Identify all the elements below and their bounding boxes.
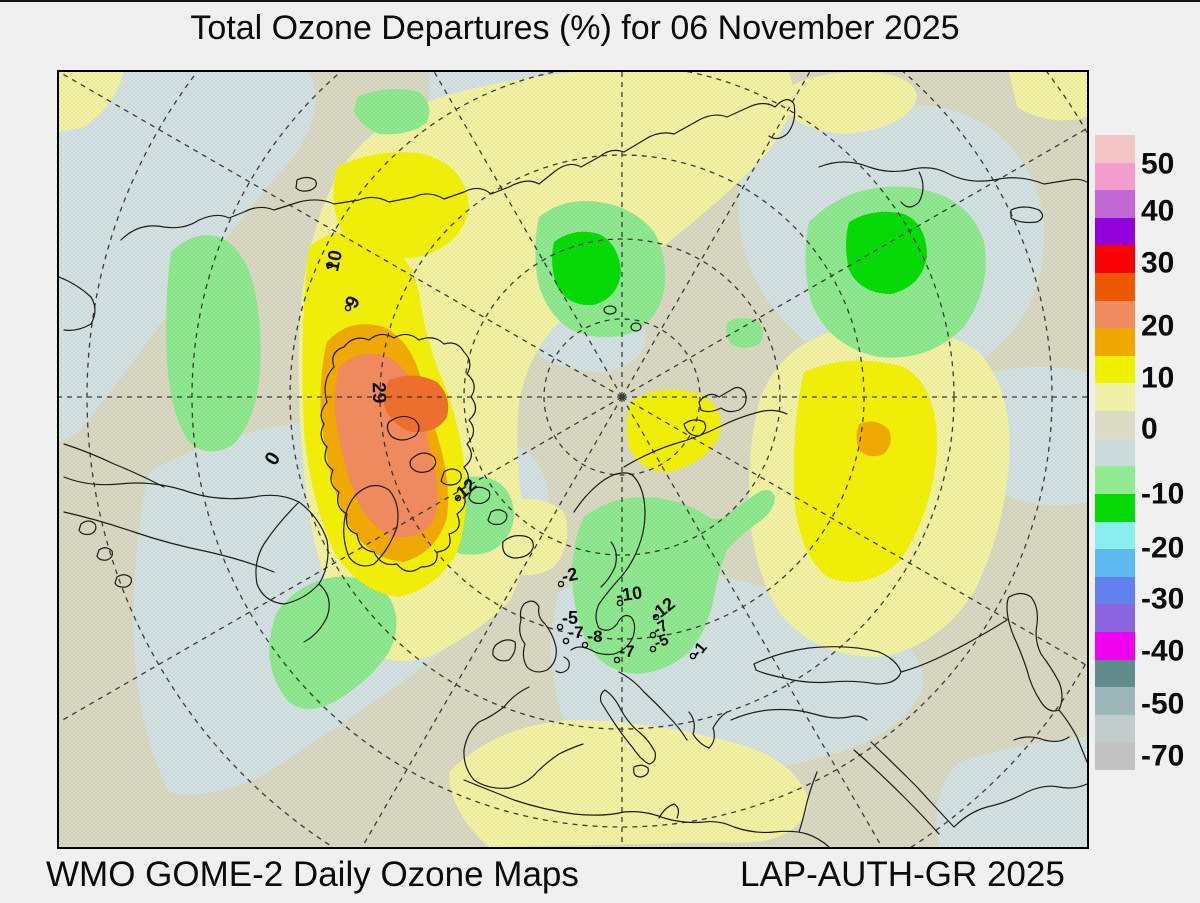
colorbar-segment xyxy=(1095,355,1135,384)
colorbar-tick: -50 xyxy=(1141,687,1185,721)
colorbar-segment xyxy=(1095,190,1135,218)
colorbar-segment xyxy=(1095,659,1135,688)
station-marker-icon xyxy=(613,656,621,664)
colorbar-segment xyxy=(1095,714,1135,743)
colorbar-segment xyxy=(1095,466,1135,494)
point-value-label: -8 xyxy=(587,627,602,646)
colorbar-segment xyxy=(1095,631,1135,660)
colorbar-tick: -30 xyxy=(1141,582,1185,616)
colorbar-tick: 0 xyxy=(1141,412,1158,446)
colorbar-tick: -10 xyxy=(1141,477,1185,511)
colorbar-tick: 20 xyxy=(1141,309,1175,343)
colorbar-tick: 30 xyxy=(1141,246,1175,280)
point-value-label: -5 xyxy=(562,608,578,628)
station-marker-icon xyxy=(326,261,334,269)
colorbar-tick: -40 xyxy=(1141,634,1185,668)
colorbar-segment xyxy=(1095,135,1135,163)
station-marker-icon xyxy=(649,645,657,653)
colorbar-segment xyxy=(1095,549,1135,577)
colorbar-segment xyxy=(1095,687,1135,715)
colorbar-tick: -70 xyxy=(1141,739,1185,773)
colorbar-segment xyxy=(1095,300,1135,329)
point-value-label: -2 xyxy=(560,564,580,587)
station-marker-icon xyxy=(556,623,564,631)
footer: WMO GOME-2 Daily Ozone Maps LAP-AUTH-GR … xyxy=(0,853,1200,901)
point-value-label: -7 xyxy=(568,623,583,642)
station-marker-icon xyxy=(616,599,624,607)
station-marker-icon xyxy=(649,631,657,639)
colorbar-tick: 50 xyxy=(1141,147,1175,181)
colorbar-segment xyxy=(1095,411,1135,439)
station-marker-icon xyxy=(344,304,352,312)
point-value-label: 29 xyxy=(368,382,390,404)
colorbar xyxy=(1095,135,1135,771)
point-value-label: 10 xyxy=(322,248,347,273)
polar-graticule xyxy=(59,72,1087,847)
station-marker-icon xyxy=(581,641,589,649)
point-value-label: -5 xyxy=(652,631,671,652)
station-marker-icon xyxy=(652,613,660,621)
colorbar-segment xyxy=(1095,162,1135,191)
colorbar-segment xyxy=(1095,521,1135,550)
colorbar-tick: 10 xyxy=(1141,361,1175,395)
colorbar-segment xyxy=(1095,245,1135,274)
colorbar-segment xyxy=(1095,604,1135,632)
station-marker-icon xyxy=(454,494,462,502)
colorbar-segment xyxy=(1095,742,1135,771)
station-marker-icon xyxy=(557,580,565,588)
station-marker-icon xyxy=(562,637,570,645)
colorbar-tick: -20 xyxy=(1141,531,1185,565)
page-title: Total Ozone Departures (%) for 06 Novemb… xyxy=(190,9,960,47)
colorbar-tick-labels: 50 40 30 20 10 0 -10 -20 -30 -40 -50 -70 xyxy=(1141,135,1200,773)
colorbar-segment xyxy=(1095,328,1135,356)
colorbar-segment xyxy=(1095,217,1135,246)
map-frame: 10 9 29 0 -12 -2 -10 -12 -5 -7 -8 -7 -7 -5 -1 xyxy=(57,70,1089,849)
colorbar-segment xyxy=(1095,383,1135,412)
colorbar-segment xyxy=(1095,273,1135,301)
moderate-negative-cores xyxy=(552,211,927,306)
footer-credit-label: LAP-AUTH-GR 2025 xyxy=(740,855,1065,894)
footer-source-label: WMO GOME-2 Daily Ozone Maps xyxy=(46,855,579,894)
point-value-label: -10 xyxy=(615,582,644,605)
colorbar-tick: 40 xyxy=(1141,194,1175,228)
colorbar-segment xyxy=(1095,493,1135,522)
positive-maximum-core xyxy=(383,375,449,433)
point-value-label: -7 xyxy=(619,642,634,661)
station-marker-icon xyxy=(689,652,697,660)
colorbar-segment xyxy=(1095,576,1135,605)
colorbar-segment xyxy=(1095,438,1135,467)
coastlines xyxy=(59,99,1087,847)
